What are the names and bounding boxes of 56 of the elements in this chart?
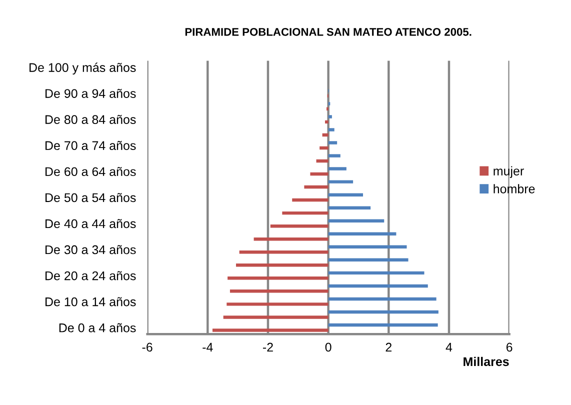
x-tick-label: 6 (506, 342, 512, 352)
bar (328, 258, 408, 262)
legend-label: mujer (494, 166, 524, 178)
bar (223, 316, 328, 319)
bar (316, 159, 328, 163)
bar (304, 185, 328, 189)
x-tick-label: -4 (202, 342, 213, 352)
bar (328, 297, 436, 301)
bar (320, 146, 328, 150)
bar (328, 284, 428, 288)
x-tick-label: -2 (262, 342, 273, 352)
chart-title: PIRAMIDE POBLACIONAL SAN MATEO ATENCO 2005. (185, 28, 472, 36)
x-tick-label: -6 (142, 342, 152, 352)
bar (328, 206, 371, 210)
bar (310, 172, 328, 176)
y-tick-label: De 0 a 4 años (59, 323, 136, 332)
bar (228, 276, 328, 280)
bar (328, 128, 334, 132)
x-tick-label: 0 (325, 342, 332, 352)
bar (328, 323, 438, 327)
bar (328, 232, 396, 236)
y-tick-label: De 90 a 94 años (46, 88, 136, 98)
y-tick-label: De 80 a 84 años (46, 114, 136, 124)
y-tick-label: De 70 a 74 años (46, 140, 136, 150)
y-tick-label: De 50 a 54 años (46, 193, 136, 202)
bar (328, 141, 338, 144)
bar (212, 328, 328, 332)
bar (236, 264, 328, 267)
bar (292, 198, 328, 202)
y-tick-label: De 100 y más años (30, 62, 136, 74)
x-tick-label: 2 (386, 342, 392, 352)
bar (328, 245, 407, 249)
y-tick-label: De 10 a 14 años (46, 297, 136, 306)
y-tick-label: De 30 a 34 años (46, 245, 136, 254)
y-tick-label: De 20 a 24 años (46, 271, 136, 280)
x-tick-label: 4 (446, 342, 452, 352)
bar (328, 310, 438, 314)
bar (328, 115, 332, 118)
bar (328, 154, 340, 158)
bar (230, 290, 328, 293)
bar (328, 219, 384, 222)
bar (282, 211, 328, 215)
bar (239, 250, 328, 254)
legend-label: hombre (494, 184, 535, 194)
y-tick-label: De 60 a 64 años (46, 166, 136, 176)
bar (328, 180, 354, 184)
bar (226, 302, 328, 306)
bar (328, 193, 364, 196)
x-axis-title: Millares (464, 356, 509, 366)
y-tick-label: De 40 a 44 años (46, 219, 136, 228)
bar (322, 133, 328, 137)
bar (254, 237, 328, 241)
bar (270, 224, 328, 228)
bar (328, 271, 424, 275)
bar (328, 167, 346, 170)
bar (325, 120, 328, 124)
